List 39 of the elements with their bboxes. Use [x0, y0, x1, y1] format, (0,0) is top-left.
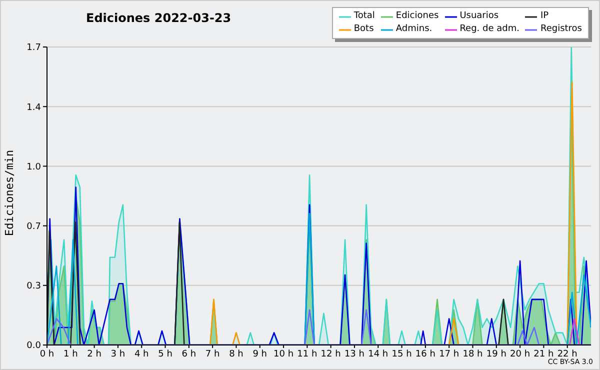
x-tick-label: 9 h: [252, 349, 268, 360]
x-tick-label: 17 h: [439, 349, 460, 360]
x-tick-label: 16 h: [415, 349, 436, 360]
legend-label: IP: [540, 10, 549, 23]
x-tick-label: 18 h: [462, 349, 483, 360]
x-tick-label: 22 h: [557, 349, 578, 360]
y-tick-label: 0.0: [26, 341, 42, 352]
legend-label: Usuarios: [460, 10, 499, 23]
y-tick-label: 0.7: [26, 222, 41, 232]
x-tick-label: 14 h: [368, 349, 388, 360]
x-tick-label: 8 h: [229, 349, 244, 360]
x-tick-label: 13 h: [344, 349, 364, 360]
x-tick-label: 19 h: [486, 349, 506, 360]
x-tick-label: 2 h: [87, 349, 102, 360]
x-tick-label: 0 h: [40, 349, 54, 360]
x-tick-label: 11 h: [297, 349, 318, 360]
x-tick-label: 5 h: [158, 349, 172, 360]
x-tick-label: 20 h: [510, 349, 530, 360]
x-tick-label: 10 h: [274, 349, 294, 360]
legend-label: Bots: [354, 23, 374, 36]
legend-label: Registros: [540, 23, 582, 36]
legend-label: Reg. de adm.: [460, 23, 520, 36]
x-tick-label: 15 h: [392, 349, 412, 360]
x-tick-label: 1 h: [64, 349, 78, 360]
x-tick-label: 21 h: [534, 349, 554, 360]
chart-title: Ediciones 2022-03-23: [86, 11, 232, 25]
x-tick-label: 3 h: [110, 349, 126, 360]
x-tick-label: 12 h: [320, 349, 341, 360]
x-tick-label: 7 h: [205, 349, 220, 360]
x-tick-label: 4 h: [134, 349, 149, 360]
legend-label: Admins.: [396, 23, 432, 36]
y-tick-label: 1.7: [26, 43, 41, 54]
legend-label: Ediciones: [396, 10, 439, 23]
y-axis-title: Ediciones/min: [2, 150, 16, 236]
legend-label: Total: [354, 10, 375, 23]
y-tick-label: 0.3: [26, 282, 41, 292]
y-tick-label: 1.0: [26, 162, 42, 172]
y-tick-label: 1.4: [26, 102, 42, 113]
x-tick-label: 6 h: [182, 349, 196, 360]
